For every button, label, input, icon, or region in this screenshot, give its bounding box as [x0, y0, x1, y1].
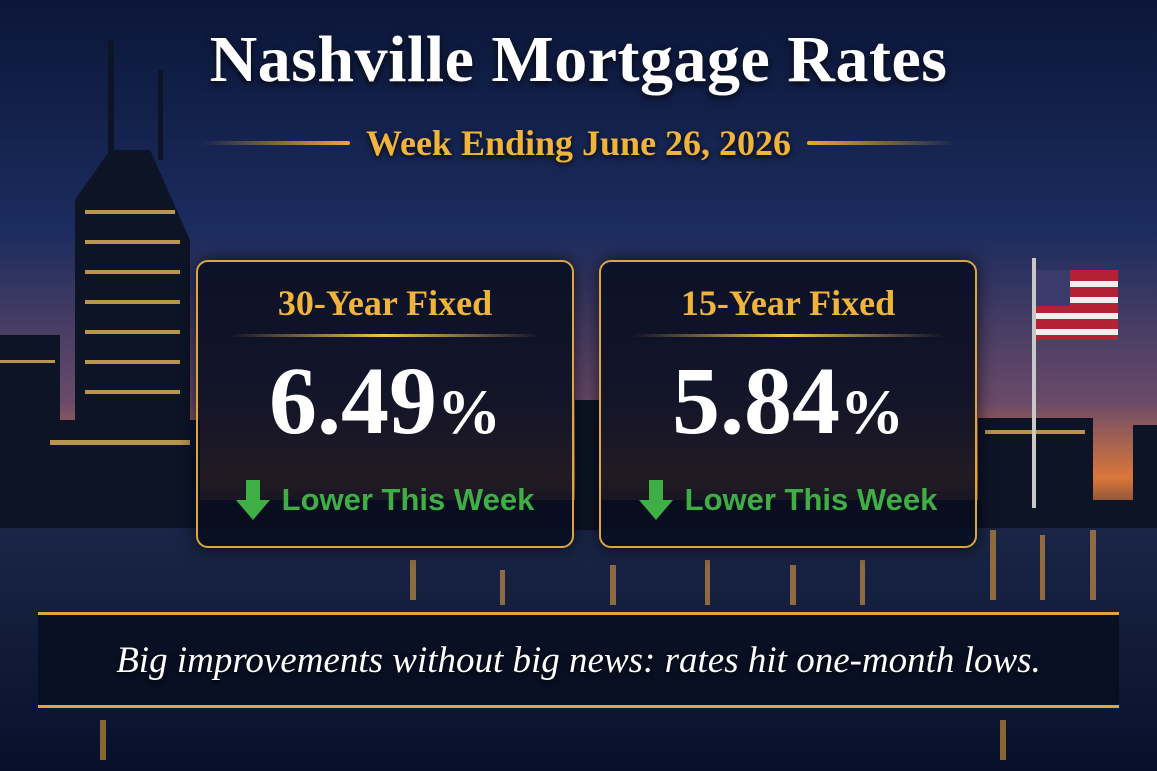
footer-banner: Big improvements without big news: rates… — [38, 612, 1119, 708]
rate-value: 5.84 — [672, 347, 840, 454]
reflection — [990, 530, 996, 600]
window-row — [85, 240, 180, 244]
spire — [108, 40, 114, 160]
window-row — [85, 330, 180, 334]
rate: 6.49% — [198, 351, 572, 462]
rate-unit: % — [840, 376, 904, 447]
rate-card: 15-Year Fixed 5.84% Lower This Week — [599, 260, 977, 548]
flag-stripe — [1036, 329, 1118, 335]
trend-text: Lower This Week — [281, 482, 535, 517]
rate-unit: % — [437, 376, 501, 447]
flag-stripe — [1036, 281, 1118, 287]
subtitle: Week Ending June 26, 2026 — [365, 123, 792, 163]
title: Nashville Mortgage Rates — [209, 23, 948, 96]
window-row — [85, 390, 180, 394]
rate-card: 30-Year Fixed 6.49% Lower This Week — [196, 260, 574, 548]
divider — [633, 334, 943, 337]
window-row — [85, 270, 180, 274]
reflection — [1000, 720, 1006, 760]
rate: 5.84% — [601, 351, 975, 462]
rule — [807, 141, 958, 145]
reflection — [790, 565, 796, 605]
window-row — [85, 360, 180, 364]
reflection — [1040, 535, 1045, 600]
reflection — [610, 565, 616, 605]
trend: Lower This Week — [198, 480, 572, 520]
down-arrow — [235, 480, 270, 520]
window-row — [85, 210, 175, 214]
flag-stripe — [1036, 313, 1118, 319]
divider — [230, 334, 540, 337]
rule — [199, 141, 350, 145]
reflection — [500, 570, 505, 605]
reflection — [410, 560, 416, 600]
trend: Lower This Week — [601, 480, 975, 520]
window-row — [85, 300, 180, 304]
footer-text: Big improvements without big news: rates… — [116, 639, 1041, 681]
flag-canton — [1036, 270, 1070, 306]
window-row — [0, 360, 55, 363]
flag-stripe — [1036, 297, 1118, 303]
card-label: 30-Year Fixed — [277, 283, 493, 323]
arrow-shape — [235, 480, 270, 520]
rate-value: 6.49 — [269, 347, 437, 454]
reflection — [1090, 530, 1096, 600]
riverbank — [0, 500, 1157, 528]
reflection — [705, 560, 710, 605]
spire — [158, 70, 163, 160]
arrow-shape — [638, 480, 673, 520]
down-arrow — [638, 480, 673, 520]
reflection — [860, 560, 865, 605]
trend-text: Lower This Week — [684, 482, 938, 517]
flagpole — [1032, 258, 1036, 508]
window-row — [50, 440, 190, 445]
subtitle-row: Week Ending June 26, 2026 — [0, 122, 1157, 164]
flag — [1036, 270, 1118, 340]
card-label: 15-Year Fixed — [680, 283, 896, 323]
reflections — [100, 530, 1096, 760]
reflection — [100, 720, 106, 760]
